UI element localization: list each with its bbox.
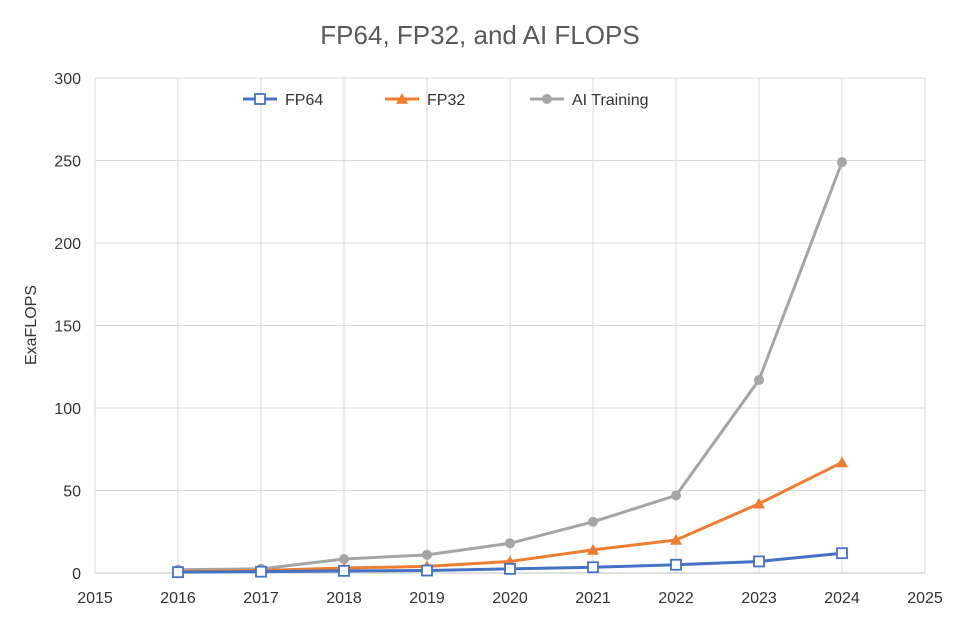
x-tick-label: 2019 [409,590,445,607]
y-tick-label: 300 [54,71,81,88]
legend: FP64 FP32 AI Training [243,92,648,109]
y-tick-label: 200 [54,236,81,253]
y-tick-label: 100 [54,401,81,418]
x-tick-label: 2016 [160,590,196,607]
x-tick-label: 2025 [907,590,943,607]
legend-item-ai-training: AI Training [530,92,648,109]
chart-title: FP64, FP32, and AI FLOPS [320,20,639,50]
y-tick-label: 0 [72,566,81,583]
legend-label: FP64 [285,92,323,109]
legend-label: FP32 [427,92,465,109]
y-axis-label: ExaFLOPS [23,285,40,365]
data-point-fp64 [504,562,516,575]
legend-item-fp64: FP64 [243,92,323,109]
data-point-fp64 [587,561,599,574]
series-lines [172,157,848,579]
x-tick-label: 2020 [492,590,528,607]
data-point-ai-training [837,157,847,168]
y-tick-label: 150 [54,319,81,336]
data-point-fp32 [836,456,848,468]
y-tick-label: 250 [54,154,81,171]
x-tick-label: 2018 [326,590,362,607]
x-tick-label: 2022 [658,590,694,607]
legend-label: AI Training [572,92,648,109]
grid [94,77,926,573]
legend-marker [254,93,266,105]
data-point-ai-training [754,374,764,385]
x-tick-label: 2015 [77,590,113,607]
data-point-ai-training [339,553,349,564]
axes: 0 50 100 150 200 250 300 2015 2016 2017 2018 2019 20… [54,71,943,607]
data-point-ai-training [671,490,681,501]
data-point-ai-training [505,538,515,549]
data-point-fp64 [421,564,433,577]
x-tick-label: 2021 [575,590,611,607]
data-point-fp64 [338,564,350,577]
series-fp64 [172,547,848,579]
data-point-ai-training [422,549,432,560]
data-point-fp32 [670,534,682,545]
y-tick-label: 50 [63,484,81,501]
data-point-fp64 [753,555,765,568]
data-point-ai-training [588,516,598,527]
x-tick-label: 2024 [824,590,860,607]
data-point-fp64 [670,558,682,571]
data-point-fp64 [836,547,848,560]
data-point-fp32 [753,497,765,509]
legend-marker [542,94,552,104]
legend-marker [396,93,408,104]
data-point-fp32 [587,543,599,555]
data-point-fp64 [172,566,184,579]
x-tick-label: 2017 [243,590,279,607]
legend-item-fp32: FP32 [385,92,465,109]
x-tick-label: 2023 [741,590,777,607]
data-point-fp64 [255,565,267,578]
